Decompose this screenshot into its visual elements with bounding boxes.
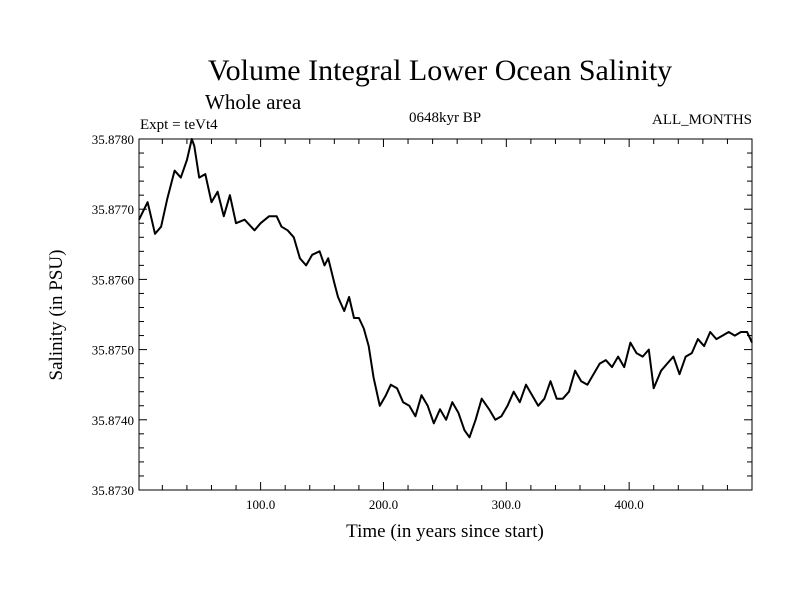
y-tick-label: 35.8770	[92, 202, 134, 217]
y-axis-label: Salinity (in PSU)	[46, 250, 67, 381]
x-tick-label: 100.0	[246, 497, 275, 512]
series-line	[138, 138, 753, 439]
y-tick-label: 35.8760	[92, 272, 134, 287]
chart-subtitle: Whole area	[205, 90, 302, 114]
tick-marks	[139, 139, 752, 490]
months-label: ALL_MONTHS	[652, 112, 752, 128]
tick-labels: 100.0 200.0 300.0 400.0 35.8730 35.8740 35.875…	[92, 132, 644, 512]
x-tick-label: 300.0	[492, 497, 521, 512]
y-tick-label: 35.8730	[92, 483, 134, 498]
y-tick-label: 35.8750	[92, 343, 134, 358]
plot-frame	[138, 138, 753, 491]
x-tick-label: 400.0	[615, 497, 644, 512]
y-tick-label: 35.8740	[92, 413, 134, 428]
x-axis-label: Time (in years since start)	[346, 521, 544, 542]
axes	[138, 138, 753, 491]
x-tick-label: 200.0	[369, 497, 398, 512]
period-label: 0648kyr BP	[409, 110, 481, 126]
chart-title: Volume Integral Lower Ocean Salinity	[208, 54, 672, 87]
experiment-label: Expt = teVt4	[140, 117, 218, 133]
y-tick-label: 35.8780	[92, 132, 134, 147]
